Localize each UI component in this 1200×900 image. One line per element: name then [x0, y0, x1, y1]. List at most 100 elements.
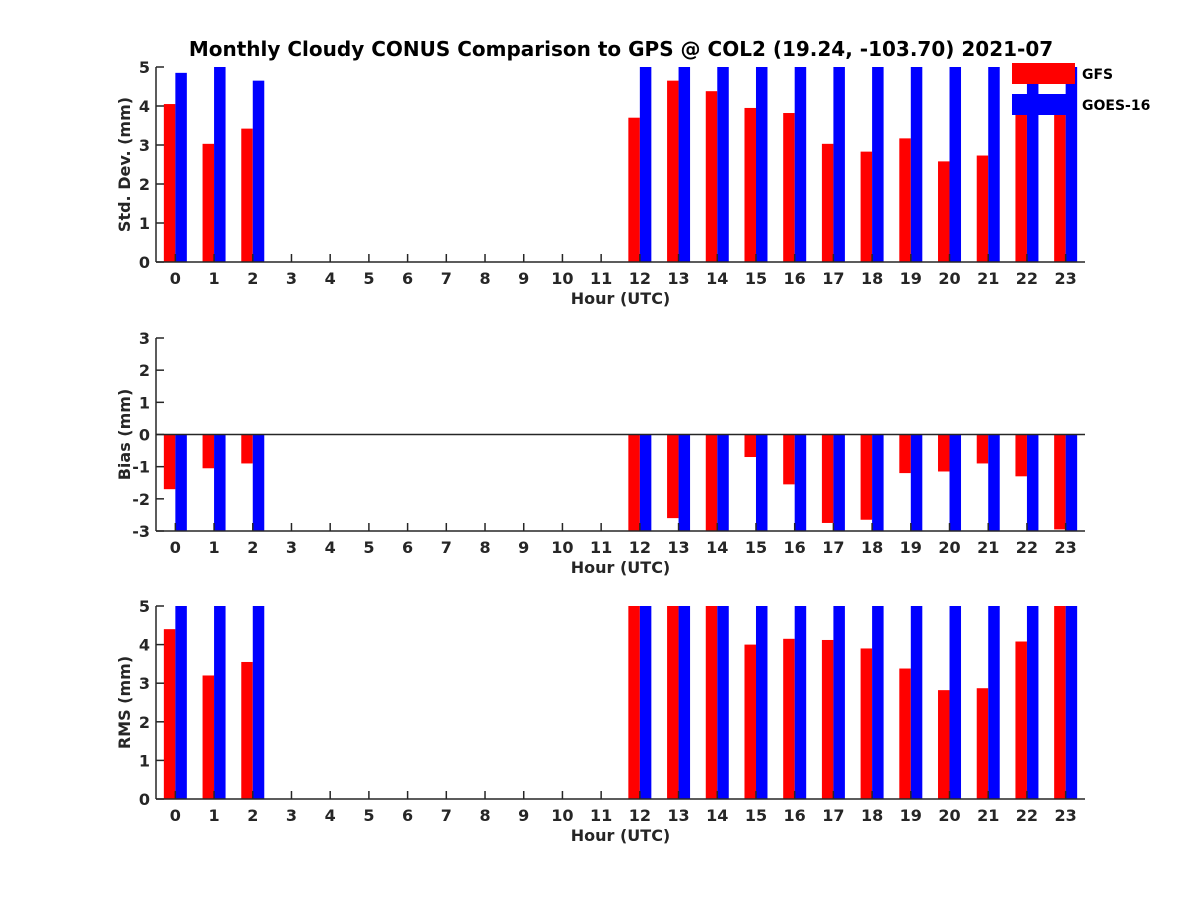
y-tick-label: 4: [139, 636, 150, 655]
x-tick-label: 15: [745, 806, 767, 825]
bar-gfs-hour-19: [899, 668, 911, 799]
y-tick-label: 5: [139, 58, 150, 77]
x-tick-label: 2: [247, 269, 258, 288]
bar-gfs-hour-21: [976, 155, 989, 262]
x-tick-label: 4: [325, 269, 336, 288]
x-tick-label: 14: [706, 806, 728, 825]
bar-gfs-hour-16: [783, 113, 795, 263]
x-tick-label: 6: [402, 806, 413, 825]
x-tick-label: 10: [551, 806, 573, 825]
x-axis-label: Hour (UTC): [571, 558, 671, 577]
x-tick-label: 11: [590, 269, 612, 288]
y-tick-label: 3: [139, 674, 150, 693]
x-tick-label: 8: [479, 538, 490, 557]
bar-goes-16-hour-15: [755, 606, 768, 799]
bar-goes-16-hour-14: [717, 606, 729, 799]
x-tick-label: 12: [629, 538, 651, 557]
x-tick-label: 7: [441, 269, 452, 288]
y-tick-label: 1: [139, 751, 150, 770]
x-tick-label: 1: [208, 806, 219, 825]
bar-gfs-hour-22: [1015, 110, 1027, 263]
bar-gfs-hour-23: [1054, 102, 1066, 262]
legend-label-goes-16: GOES-16: [1082, 98, 1150, 114]
x-tick-label: 11: [590, 806, 612, 825]
x-tick-label: 22: [1016, 806, 1038, 825]
y-tick-label: 3: [139, 329, 150, 348]
bar-gfs-hour-16: [783, 434, 795, 485]
x-tick-label: 10: [551, 538, 573, 557]
x-tick-label: 18: [861, 269, 883, 288]
bar-gfs-hour-22: [1015, 641, 1027, 799]
x-tick-label: 23: [1055, 269, 1077, 288]
bar-goes-16-hour-1: [214, 67, 226, 262]
x-tick-label: 2: [247, 538, 258, 557]
x-tick-label: 1: [208, 269, 219, 288]
y-axis-label: Bias (mm): [115, 389, 134, 481]
y-tick-label: 2: [139, 175, 150, 194]
bar-goes-16-hour-12: [639, 67, 652, 262]
bar-goes-16-hour-18: [872, 606, 884, 799]
bar-goes-16-hour-22: [1026, 606, 1039, 799]
bar-goes-16-hour-18: [872, 67, 884, 262]
bar-gfs-hour-17: [821, 639, 834, 799]
bar-goes-16-hour-19: [910, 606, 923, 799]
bar-goes-16-hour-13: [678, 434, 691, 531]
bar-gfs-hour-17: [821, 434, 834, 523]
bar-gfs-hour-22: [1015, 434, 1027, 477]
bar-gfs-hour-19: [899, 138, 911, 262]
x-tick-label: 9: [518, 538, 529, 557]
bar-goes-16-hour-22: [1026, 67, 1039, 262]
bar-gfs-hour-0: [163, 629, 176, 799]
x-tick-label: 14: [706, 538, 728, 557]
x-tick-label: 10: [551, 269, 573, 288]
bar-goes-16-hour-2: [252, 80, 265, 263]
y-tick-label: -2: [132, 490, 150, 509]
x-tick-label: 15: [745, 538, 767, 557]
bar-goes-16-hour-16: [794, 434, 807, 531]
bar-gfs-hour-14: [705, 434, 718, 531]
bar-gfs-hour-21: [976, 434, 989, 464]
x-tick-label: 22: [1016, 538, 1038, 557]
y-tick-label: 0: [139, 253, 150, 272]
bar-goes-16-hour-17: [833, 434, 845, 531]
bar-goes-16-hour-17: [833, 67, 845, 262]
bar-gfs-hour-13: [667, 606, 679, 799]
bar-goes-16-hour-15: [755, 67, 768, 262]
bar-gfs-hour-15: [744, 107, 756, 262]
bar-gfs-hour-23: [1054, 434, 1066, 530]
x-tick-label: 20: [938, 269, 960, 288]
bar-gfs-hour-18: [860, 151, 873, 262]
bar-gfs-hour-20: [938, 690, 950, 799]
x-tick-label: 9: [518, 269, 529, 288]
legend-swatch-gfs: [1012, 63, 1075, 84]
bar-goes-16-hour-20: [949, 434, 962, 531]
x-tick-label: 21: [977, 269, 999, 288]
bar-goes-16-hour-2: [252, 434, 265, 531]
bar-gfs-hour-18: [860, 434, 873, 520]
bar-gfs-hour-15: [744, 644, 756, 799]
y-axis-label: RMS (mm): [115, 656, 134, 749]
bar-goes-16-hour-13: [678, 606, 691, 799]
bar-gfs-hour-1: [202, 675, 215, 799]
x-tick-label: 19: [900, 538, 922, 557]
bar-goes-16-hour-21: [988, 434, 1000, 531]
bar-gfs-hour-12: [628, 117, 640, 262]
x-tick-label: 18: [861, 806, 883, 825]
y-axis-label: Std. Dev. (mm): [115, 97, 134, 232]
chart-legend: GFS GOES-16: [1012, 63, 1150, 115]
bar-goes-16-hour-21: [988, 67, 1000, 262]
x-tick-label: 17: [822, 806, 844, 825]
x-tick-label: 20: [938, 806, 960, 825]
bar-gfs-hour-13: [667, 434, 679, 519]
bar-gfs-hour-20: [938, 434, 950, 472]
bar-goes-16-hour-2: [252, 606, 265, 799]
bar-gfs-hour-1: [202, 434, 215, 469]
x-tick-label: 17: [822, 269, 844, 288]
x-tick-label: 7: [441, 538, 452, 557]
bar-goes-16-hour-0: [175, 606, 187, 799]
bar-goes-16-hour-19: [910, 67, 923, 262]
bar-goes-16-hour-23: [1065, 606, 1078, 799]
